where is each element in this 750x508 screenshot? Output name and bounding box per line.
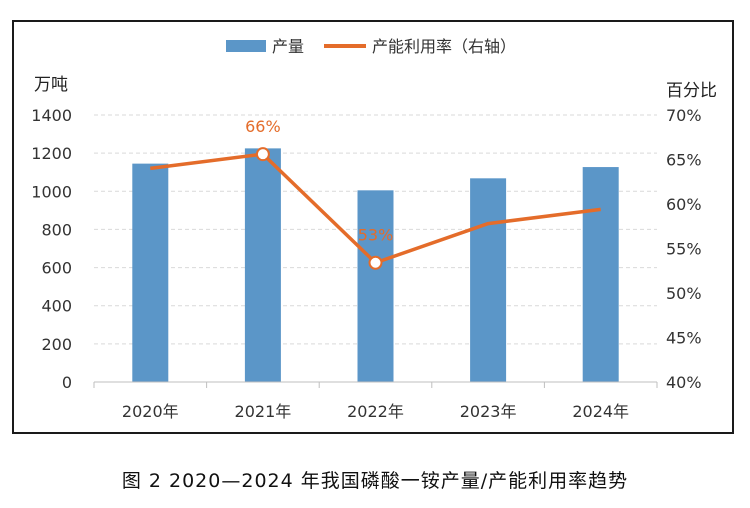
utilization-marker	[255, 147, 270, 162]
right-tick-label: 50%	[666, 284, 702, 303]
left-tick-label: 400	[41, 297, 72, 316]
utilization-marker	[368, 255, 383, 270]
right-tick-label: 45%	[666, 329, 702, 348]
legend: 产量 产能利用率（右轴）	[226, 37, 516, 56]
left-tick-label: 1000	[31, 182, 72, 201]
x-tick-label: 2022年	[347, 402, 404, 421]
data-labels: 66% 53%	[245, 117, 394, 270]
x-tick-label: 2021年	[235, 402, 292, 421]
left-tick-label: 1400	[31, 106, 72, 125]
axes: 0 200 400 600 800 1000 1200 1400 40% 45% 50% 55% 60%…	[31, 106, 701, 421]
production-bar	[357, 190, 394, 382]
utilization-data-label: 53%	[358, 226, 394, 245]
production-bar	[244, 148, 281, 382]
figure-caption: 图 2 2020—2024 年我国磷酸一铵产量/产能利用率趋势	[121, 470, 629, 492]
x-tick-label: 2024年	[572, 402, 629, 421]
left-tick-label: 0	[62, 373, 72, 392]
left-tick-label: 800	[41, 220, 72, 239]
right-tick-label: 60%	[666, 195, 702, 214]
legend-bar-label: 产量	[272, 37, 304, 56]
left-tick-label: 600	[41, 259, 72, 278]
right-tick-label: 40%	[666, 373, 702, 392]
production-bar	[582, 167, 619, 382]
production-bar	[132, 163, 169, 382]
production-bar	[470, 178, 507, 382]
right-tick-label: 55%	[666, 240, 702, 259]
x-tick-label: 2023年	[460, 402, 517, 421]
right-axis-unit: 百分比	[666, 81, 717, 101]
right-tick-label: 65%	[666, 151, 702, 170]
left-tick-label: 1200	[31, 144, 72, 163]
utilization-data-label: 66%	[245, 117, 281, 136]
legend-bar-swatch	[226, 40, 266, 52]
left-axis-unit: 万吨	[34, 75, 68, 95]
legend-line-label: 产能利用率（右轴）	[372, 37, 516, 56]
left-tick-label: 200	[41, 335, 72, 354]
right-tick-label: 70%	[666, 106, 702, 125]
x-tick-label: 2020年	[122, 402, 179, 421]
chart-frame: 0 200 400 600 800 1000 1200 1400 40% 45% 50% 55% 60%…	[12, 20, 734, 434]
chart-canvas: 0 200 400 600 800 1000 1200 1400 40% 45% 50% 55% 60%…	[31, 37, 717, 421]
bars	[132, 148, 619, 382]
